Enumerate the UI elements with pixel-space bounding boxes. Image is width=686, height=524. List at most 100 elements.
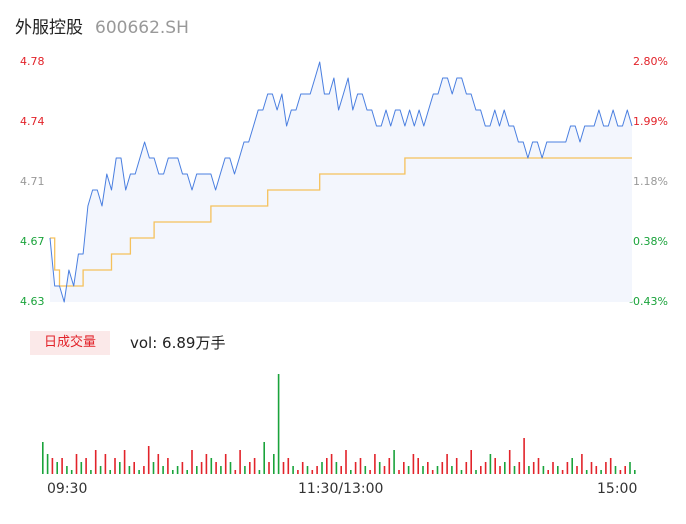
volume-bar	[504, 462, 506, 474]
pct-tick-label: 2.80%	[633, 55, 668, 68]
volume-bar	[268, 462, 270, 474]
volume-bar	[484, 462, 487, 474]
volume-bar	[629, 462, 631, 474]
volume-bar	[581, 454, 583, 474]
volume-bar	[552, 462, 554, 474]
volume-bar	[114, 458, 116, 474]
volume-bar	[542, 466, 545, 474]
volume-bar	[133, 462, 135, 474]
volume-bar	[576, 466, 578, 474]
volume-bar	[138, 470, 140, 474]
volume-tab[interactable]: 日成交量	[30, 331, 110, 355]
volume-bar	[167, 458, 169, 474]
volume-bar	[460, 470, 463, 474]
volume-bar	[181, 462, 184, 474]
volume-bar	[244, 466, 246, 474]
price-tick-label: 4.63	[20, 295, 45, 308]
volume-bar	[75, 454, 78, 474]
volume-bar	[330, 454, 333, 474]
volume-bar	[215, 462, 217, 474]
volume-bar	[66, 466, 68, 474]
volume-bar	[172, 470, 174, 474]
volume-bar	[85, 458, 87, 474]
volume-bar	[99, 466, 102, 474]
volume-bar	[609, 458, 612, 474]
volume-bar	[470, 450, 472, 474]
volume-bar	[590, 462, 593, 474]
volume-bar	[340, 466, 342, 474]
pct-tick-label: -0.43%	[629, 295, 668, 308]
volume-bar	[585, 470, 588, 474]
volume-bar	[403, 462, 405, 474]
volume-bar	[210, 458, 213, 474]
volume-bar	[528, 466, 530, 474]
volume-bar	[287, 458, 290, 474]
volume-bar	[239, 450, 241, 474]
volume-bar	[46, 454, 49, 474]
volume-bar	[537, 458, 540, 474]
volume-bar	[412, 454, 415, 474]
volume-bar	[321, 462, 323, 474]
stock-code: 600662.SH	[95, 18, 189, 38]
volume-bar	[427, 462, 429, 474]
pct-tick-label: 1.99%	[633, 115, 668, 128]
volume-bar	[80, 462, 83, 474]
volume-bar	[345, 450, 347, 474]
volume-bar	[152, 462, 155, 474]
volume-bar	[364, 466, 367, 474]
volume-bar	[557, 466, 559, 474]
volume-bar	[301, 462, 304, 474]
volume-bar	[407, 466, 410, 474]
volume-bar	[600, 470, 602, 474]
volume-bar	[446, 454, 448, 474]
volume-bar	[374, 454, 376, 474]
volume-bar	[162, 466, 164, 474]
volume-value: vol: 6.89万手	[130, 334, 226, 352]
volume-bar	[176, 466, 179, 474]
volume-bar	[383, 466, 386, 474]
volume-bar	[499, 466, 501, 474]
volume-bar	[465, 462, 468, 474]
volume-bar	[292, 466, 294, 474]
volume-bar	[234, 470, 237, 474]
stock-name: 外服控股	[15, 18, 83, 38]
volume-bar	[186, 470, 188, 474]
volume-bar	[354, 462, 357, 474]
price-tick-label: 4.71	[20, 175, 45, 188]
volume-bar	[61, 458, 63, 474]
volume-bar	[605, 462, 607, 474]
pct-tick-label: 1.18%	[633, 175, 668, 188]
volume-bar	[431, 470, 434, 474]
volume-bar	[258, 470, 261, 474]
volume-bar	[282, 462, 285, 474]
volume-bar	[263, 442, 265, 474]
volume-bar	[253, 458, 256, 474]
volume-bar	[417, 458, 419, 474]
volume-bar	[51, 458, 54, 474]
volume-bar	[277, 374, 280, 474]
volume-bar	[369, 470, 371, 474]
volume-bar	[70, 470, 73, 474]
volume-bar	[475, 470, 477, 474]
volume-bar	[398, 470, 400, 474]
volume-bar	[119, 462, 121, 474]
volume-bar	[513, 466, 516, 474]
volume-bar	[123, 450, 126, 474]
volume-bar	[508, 450, 511, 474]
volume-bar	[614, 466, 617, 474]
volume-bar	[316, 466, 318, 474]
volume-bar	[191, 450, 193, 474]
volume-bar	[350, 470, 352, 474]
volume-bar	[249, 462, 251, 474]
volume-bar	[94, 450, 97, 474]
stock-title: 外服控股 600662.SH	[15, 13, 189, 38]
volume-bar	[229, 462, 232, 474]
volume-bar	[359, 458, 362, 474]
volume-bar	[143, 466, 145, 474]
pct-tick-label: 0.38%	[633, 235, 668, 248]
price-tick-label: 4.78	[20, 55, 45, 68]
volume-bar	[42, 442, 44, 474]
volume-bar	[388, 458, 391, 474]
volume-bar	[196, 466, 198, 474]
volume-bar	[489, 454, 492, 474]
